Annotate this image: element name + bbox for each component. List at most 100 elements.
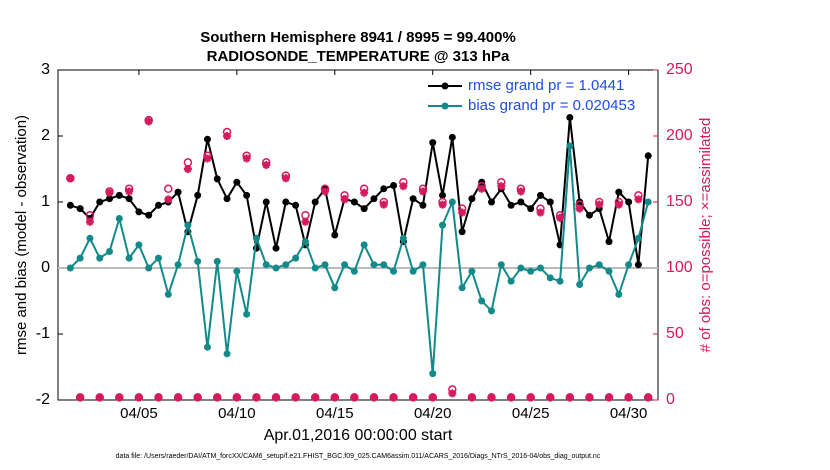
point (527, 267, 535, 275)
obs-possible (164, 184, 173, 194)
point (605, 267, 613, 275)
obs-assimilated (330, 393, 339, 402)
y-tick-label: 1 (41, 193, 50, 210)
point (154, 201, 162, 209)
obs-assimilated (595, 200, 604, 209)
point (194, 257, 202, 265)
point (243, 191, 251, 199)
point (115, 215, 123, 222)
point (478, 297, 486, 305)
point (145, 211, 153, 219)
obs-assimilated (203, 154, 212, 163)
point (429, 139, 437, 147)
x-tick-label: 04/05 (120, 405, 158, 422)
point (106, 195, 114, 203)
point (76, 205, 84, 213)
point (350, 267, 358, 275)
chart-title: Southern Hemisphere 8941 / 8995 = 99.400… (200, 29, 516, 46)
obs-possible (183, 158, 193, 167)
point (233, 178, 241, 186)
point (145, 264, 153, 272)
obs-assimilated (409, 393, 418, 402)
point (585, 211, 593, 219)
point (458, 228, 466, 236)
point (213, 257, 221, 265)
obs-assimilated (95, 393, 104, 402)
obs-assimilated (634, 195, 643, 204)
point (487, 307, 495, 315)
point (448, 198, 456, 206)
point (615, 188, 623, 196)
point (497, 261, 505, 269)
point (350, 198, 358, 206)
obs-assimilated (340, 195, 349, 204)
point (292, 201, 300, 209)
point (341, 261, 349, 269)
point (566, 114, 574, 122)
point (615, 290, 623, 298)
obs-assimilated (389, 393, 398, 402)
y-axis-label: rmse and bias (model - observation) (13, 115, 30, 355)
obs-assimilated (644, 393, 653, 402)
y2-tick-label: 0 (666, 391, 675, 408)
point (409, 267, 417, 275)
point (556, 277, 564, 285)
obs-assimilated (232, 393, 241, 402)
point (223, 350, 231, 358)
point (154, 254, 162, 262)
obs-assimilated (556, 213, 565, 222)
obs-assimilated (125, 187, 134, 196)
obs-assimilated (223, 132, 232, 140)
point (174, 261, 182, 269)
legend-label: rmse grand pr = 1.0441 (468, 77, 624, 94)
y-tick-label: -2 (36, 391, 50, 408)
point (311, 264, 319, 272)
point (223, 195, 231, 203)
point (644, 198, 652, 206)
obs-assimilated (272, 393, 281, 402)
point (370, 261, 378, 269)
y-tick-label: 2 (41, 127, 50, 144)
point (135, 241, 143, 249)
obs-assimilated (281, 174, 290, 183)
point (439, 191, 447, 199)
point (448, 133, 456, 141)
footnote: data file: /Users/raeder/DAI/ATM_forcXX/… (116, 453, 601, 460)
obs-assimilated (585, 393, 594, 402)
obs-assimilated (605, 393, 614, 402)
obs-assimilated (76, 393, 85, 402)
obs-assimilated (252, 393, 261, 402)
point (595, 261, 603, 269)
point (321, 261, 329, 269)
y2-tick-label: 200 (666, 127, 693, 144)
point (174, 188, 182, 196)
point (605, 238, 613, 246)
point (106, 248, 114, 255)
legend-swatch (441, 82, 449, 90)
point (507, 201, 515, 209)
point (390, 267, 398, 275)
point (194, 191, 202, 199)
point (272, 264, 280, 272)
obs-assimilated (105, 188, 114, 197)
x-axis-label: Apr.01,2016 00:00:00 start (264, 427, 453, 444)
point (252, 234, 260, 242)
chart-subtitle: RADIOSONDE_TEMPERATURE @ 313 hPa (207, 48, 510, 65)
point (115, 191, 123, 199)
point (262, 261, 270, 269)
plot-area (57, 69, 659, 401)
x-tick-label: 04/20 (414, 405, 452, 422)
obs-assimilated (536, 208, 545, 217)
obs-assimilated (399, 182, 408, 191)
point (507, 277, 515, 285)
obs-assimilated (516, 187, 525, 196)
point (203, 343, 211, 351)
point (546, 198, 554, 206)
obs-assimilated (134, 393, 143, 402)
y-tick-label: -1 (36, 325, 50, 342)
point (399, 234, 407, 242)
y2-tick-label: 50 (666, 325, 684, 342)
obs-assimilated (438, 200, 447, 209)
obs-assimilated (291, 393, 300, 402)
